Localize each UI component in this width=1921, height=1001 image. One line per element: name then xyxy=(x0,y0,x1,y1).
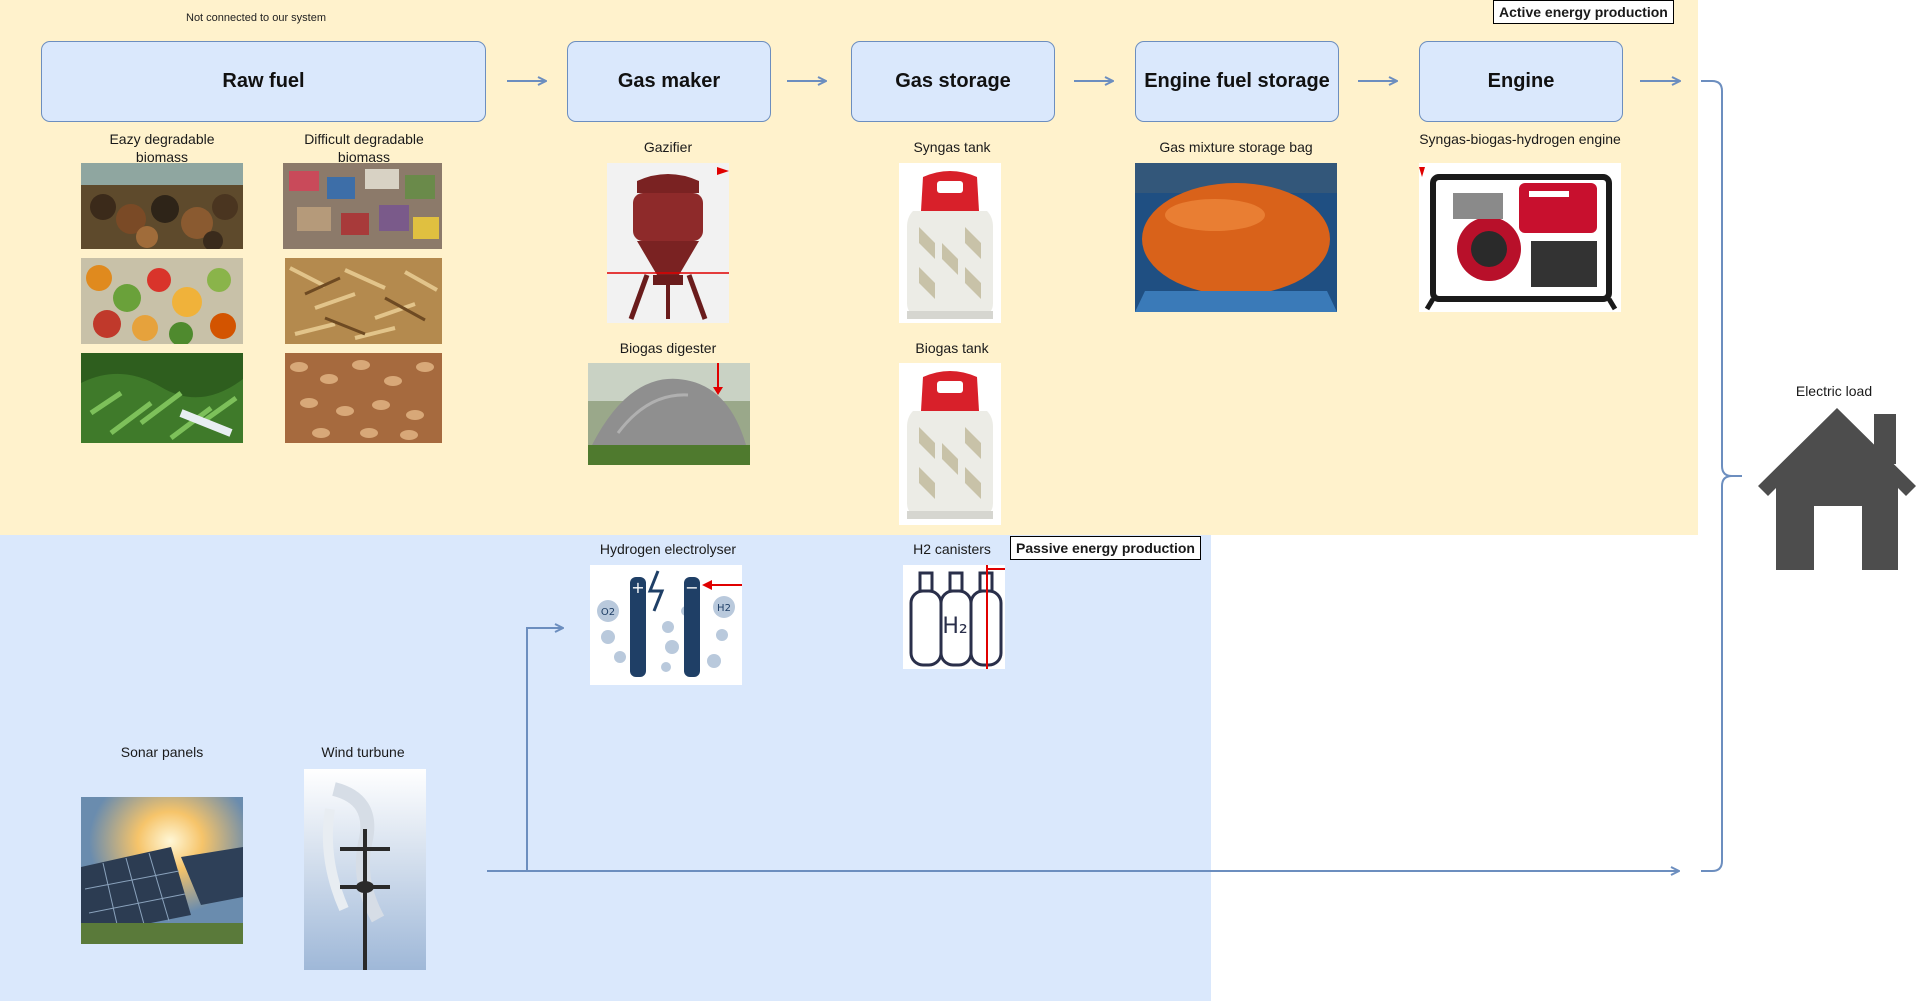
easy-biomass-image-2 xyxy=(81,258,243,344)
gas-bag-label: Gas mixture storage bag xyxy=(1159,139,1313,155)
easy-biomass-image-3 xyxy=(81,353,243,443)
house-icon xyxy=(1758,406,1916,570)
biogas-digester-label: Biogas digester xyxy=(619,340,717,356)
solar-label: Sonar panels xyxy=(120,744,204,760)
biogas-tank-image xyxy=(899,363,1001,525)
stage-gas-storage: Gas storage xyxy=(851,41,1055,122)
electric-load-label: Electric load xyxy=(1795,383,1873,399)
svg-text:+: + xyxy=(631,578,644,597)
engine-label: Syngas-biogas-hydrogen engine xyxy=(1419,131,1621,147)
stage-raw-fuel: Raw fuel xyxy=(41,41,486,122)
easy-biomass-label: Eazy degradable biomass xyxy=(109,131,215,165)
biogas-tank-label: Biogas tank xyxy=(915,340,989,356)
not-connected-note: Not connected to our system xyxy=(186,12,327,24)
biogas-digester-image xyxy=(588,363,750,465)
electrolyser-image: + − O2 H2 xyxy=(590,565,742,685)
syngas-tank-image xyxy=(899,163,1001,323)
svg-text:H2: H2 xyxy=(717,603,731,614)
arrow-to-electrolyser xyxy=(526,628,563,871)
brace-to-load xyxy=(1701,80,1742,872)
electrolyser-label: Hydrogen electrolyser xyxy=(599,541,737,557)
solar-image xyxy=(81,797,243,944)
wind-image xyxy=(304,769,426,970)
h2-canisters-label: H2 canisters xyxy=(913,541,991,557)
stage-gas-maker: Gas maker xyxy=(567,41,771,122)
passive-zone-label: Passive energy production xyxy=(1010,536,1201,560)
difficult-biomass-image-3 xyxy=(285,353,442,443)
gas-bag-image xyxy=(1135,163,1337,312)
wind-label: Wind turbune xyxy=(321,744,405,760)
active-zone-label: Active energy production xyxy=(1493,0,1674,24)
gazifier-label: Gazifier xyxy=(643,139,693,155)
easy-biomass-image-1 xyxy=(81,163,243,249)
stage-engine: Engine xyxy=(1419,41,1623,122)
syngas-tank-label: Syngas tank xyxy=(913,139,991,155)
stage-engine-fuel-storage: Engine fuel storage xyxy=(1135,41,1339,122)
h2-canisters-image: H₂ xyxy=(903,565,1005,669)
difficult-biomass-image-1 xyxy=(283,163,442,249)
gazifier-image xyxy=(607,163,729,323)
engine-image xyxy=(1419,163,1621,312)
difficult-biomass-label: Difficult degradable biomass xyxy=(304,131,424,165)
svg-text:H₂: H₂ xyxy=(942,614,967,639)
svg-text:−: − xyxy=(685,578,698,597)
difficult-biomass-image-2 xyxy=(285,258,442,344)
svg-text:O2: O2 xyxy=(601,607,615,618)
